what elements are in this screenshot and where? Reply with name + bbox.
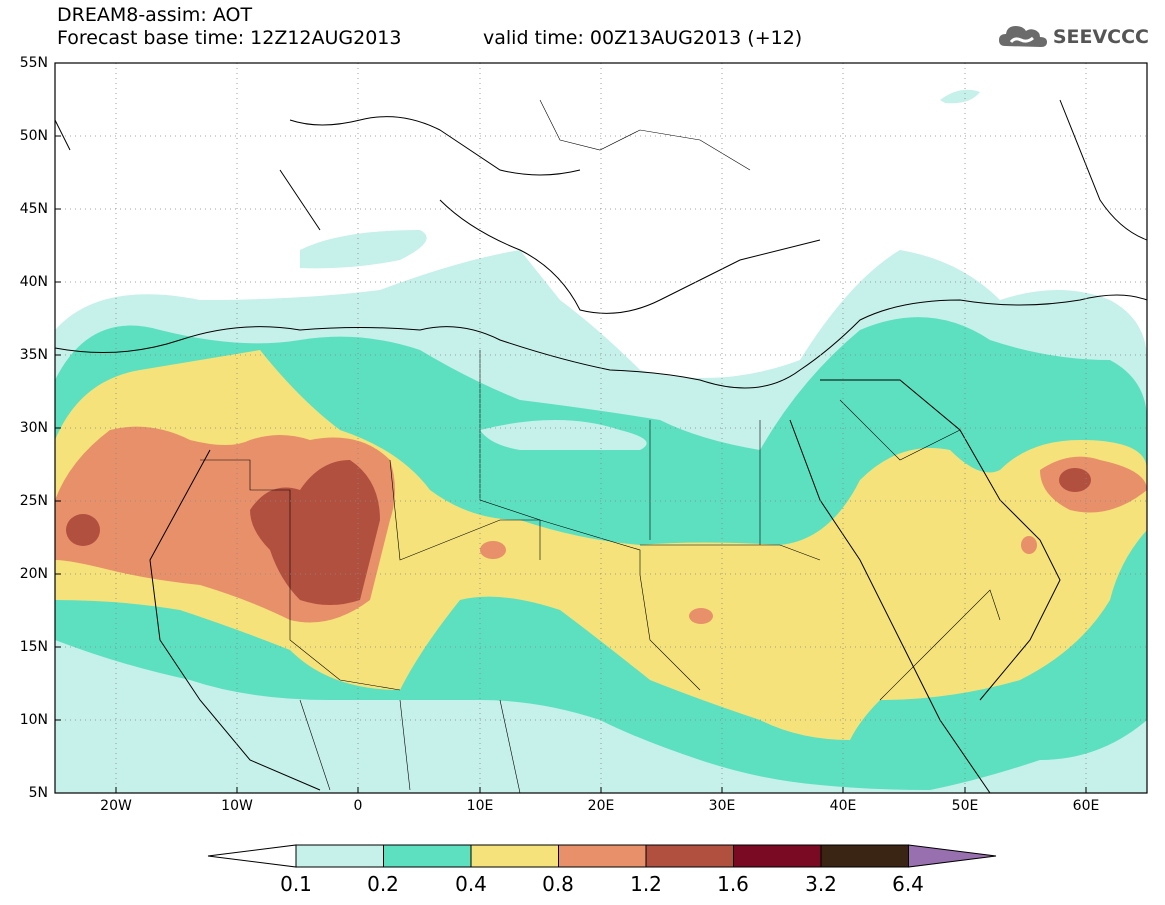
lat-label: 5N	[28, 785, 48, 801]
lat-label: 55N	[19, 55, 48, 71]
coastlines	[55, 99, 1147, 793]
colorbar-bin-1.2	[645, 844, 734, 868]
colorbar-label: 0.1	[280, 872, 312, 896]
aot-field	[55, 63, 1147, 793]
valid-time: valid time: 00Z13AUG2013 (+12)	[483, 27, 803, 49]
lon-label: 0	[353, 798, 363, 814]
map-title: DREAM8-assim: AOT	[57, 4, 253, 26]
colorbar-bin-0.1	[295, 844, 384, 868]
colorbar-bin-0.4	[470, 844, 559, 868]
forecast-base-time: Forecast base time: 12Z12AUG2013	[57, 27, 402, 49]
cloud-logo-icon	[998, 26, 1047, 47]
colorbar	[207, 844, 997, 868]
lat-label: 15N	[19, 639, 48, 655]
lon-label: 60E	[1072, 798, 1100, 814]
lat-label: 40N	[19, 274, 48, 290]
colorbar-label: 1.2	[630, 872, 662, 896]
lon-label: 30E	[708, 798, 736, 814]
aot-contour-1.2	[66, 460, 1091, 605]
colorbar-bin-0.2	[383, 844, 472, 868]
lon-label: 20E	[587, 798, 615, 814]
lon-label: 40E	[829, 798, 857, 814]
lat-label: 20N	[19, 566, 48, 582]
logo-text: SEEVCCC	[1052, 26, 1149, 48]
borders	[200, 99, 1001, 793]
lat-label: 35N	[19, 347, 48, 363]
lat-label: 45N	[19, 201, 48, 217]
lat-label: 10N	[19, 712, 48, 728]
colorbar-label: 3.2	[805, 872, 837, 896]
lat-label: 50N	[19, 128, 48, 144]
colorbar-above-triangle	[908, 844, 997, 868]
colorbar-label: 6.4	[892, 872, 924, 896]
colorbar-bin-1.6	[733, 844, 822, 868]
seevccc-logo: SEEVCCC	[997, 22, 1149, 52]
graticule	[55, 63, 1147, 793]
lat-label: 30N	[19, 420, 48, 436]
colorbar-label: 1.6	[717, 872, 749, 896]
lon-label: 20W	[100, 798, 132, 814]
colorbar-below-triangle	[207, 844, 297, 868]
colorbar-label: 0.2	[367, 872, 399, 896]
colorbar-bin-3.2	[820, 844, 909, 868]
lon-label: 50E	[951, 798, 979, 814]
colorbar-label: 0.4	[455, 872, 487, 896]
lon-label: 10E	[466, 798, 494, 814]
colorbar-label: 0.8	[542, 872, 574, 896]
axis-ticks	[55, 62, 1087, 793]
lat-label: 25N	[19, 493, 48, 509]
colorbar-bin-0.8	[558, 844, 647, 868]
lon-label: 10W	[221, 798, 253, 814]
